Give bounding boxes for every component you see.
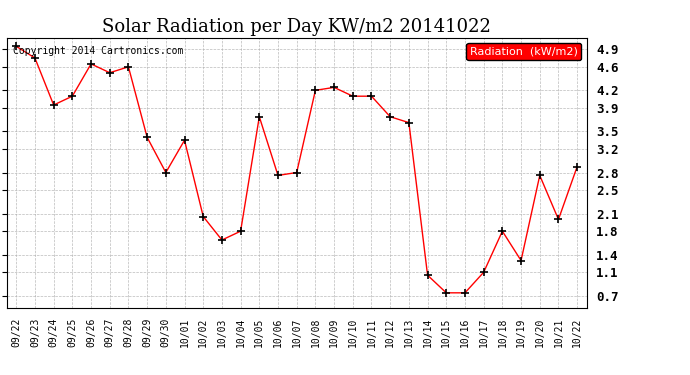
Title: Solar Radiation per Day KW/m2 20141022: Solar Radiation per Day KW/m2 20141022: [102, 18, 491, 36]
Text: Copyright 2014 Cartronics.com: Copyright 2014 Cartronics.com: [12, 46, 183, 56]
Legend: Radiation  (kW/m2): Radiation (kW/m2): [466, 43, 581, 60]
